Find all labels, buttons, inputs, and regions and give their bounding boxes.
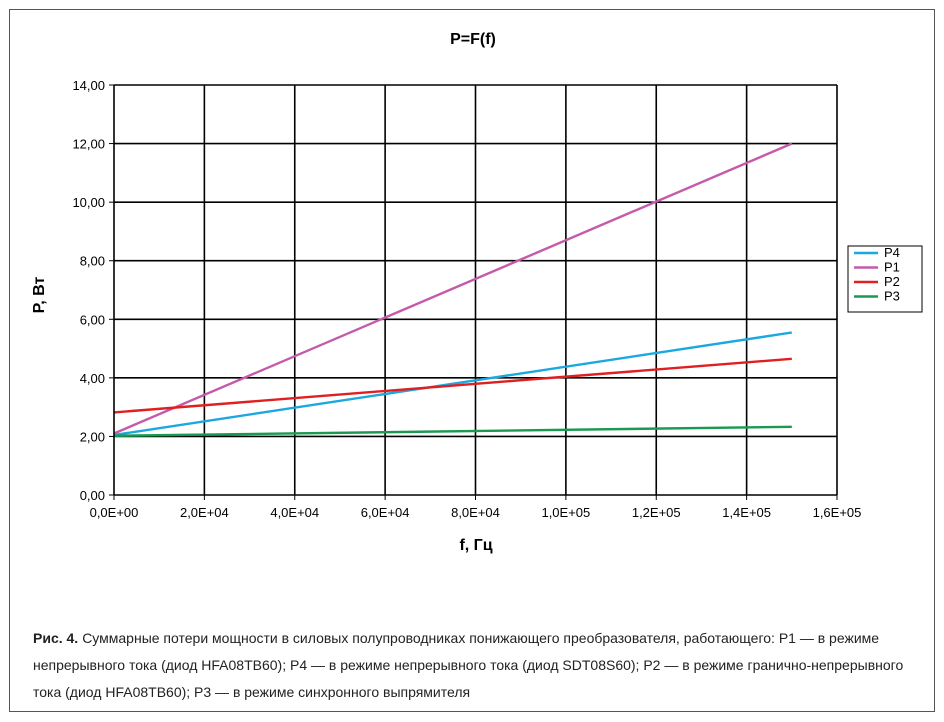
x-tick-label: 1,4E+05 (722, 505, 771, 520)
grid (114, 84, 838, 495)
x-tick-label: 4,0E+04 (270, 505, 319, 520)
x-tick-label: 8,0E+04 (451, 505, 500, 520)
axes (109, 84, 838, 500)
x-tick-label: 6,0E+04 (361, 505, 410, 520)
legend-label-p2: P2 (884, 274, 900, 289)
legend-label-p1: P1 (884, 260, 900, 275)
legend-label-p3: P3 (884, 289, 900, 304)
figure-caption: Рис. 4. Суммарные потери мощности в силов… (33, 625, 923, 706)
x-axis-label: f, Гц (459, 537, 492, 554)
legend-box (847, 245, 923, 313)
y-tick-label: 8,00 (80, 254, 105, 269)
series-line-p3 (113, 425, 792, 437)
y-tick-label: 2,00 (80, 429, 105, 444)
series-line-p4 (113, 331, 792, 437)
y-tick-label: 10,00 (72, 195, 105, 210)
x-tick-label: 0,0E+00 (90, 505, 139, 520)
y-tick-label: 0,00 (80, 488, 105, 503)
y-tick-label: 14,00 (72, 78, 105, 93)
x-tick-label: 1,0E+05 (541, 505, 590, 520)
legend-label-p4: P4 (884, 245, 900, 260)
series-line-p2 (113, 357, 792, 414)
y-tick-label: 12,00 (72, 137, 105, 152)
y-tick-label: 6,00 (80, 312, 105, 327)
x-tick-label: 1,6E+05 (813, 505, 862, 520)
chart-title: P=F(f) (450, 31, 496, 48)
y-axis-label: P, Вт (31, 277, 48, 314)
x-tick-label: 2,0E+04 (180, 505, 229, 520)
series-line-p1 (113, 142, 793, 435)
tick-labels: 0,0E+00 2,0E+04 4,0E+04 6,0E+04 8,0E+04 1,0E+… (72, 78, 861, 520)
caption-label: Рис. 4. (33, 630, 79, 646)
figure-frame: P=F(f) 0,0E+00 2,0E+04 4,0E+04 6,0E+04 8,0E+… (9, 9, 935, 712)
caption-text: Суммарные потери мощности в силовых полу… (33, 630, 904, 700)
x-tick-label: 1,2E+05 (632, 505, 681, 520)
chart: P=F(f) 0,0E+00 2,0E+04 4,0E+04 6,0E+04 8,0E+… (31, 31, 923, 554)
y-tick-label: 4,00 (80, 371, 105, 386)
series-layer (113, 142, 793, 437)
